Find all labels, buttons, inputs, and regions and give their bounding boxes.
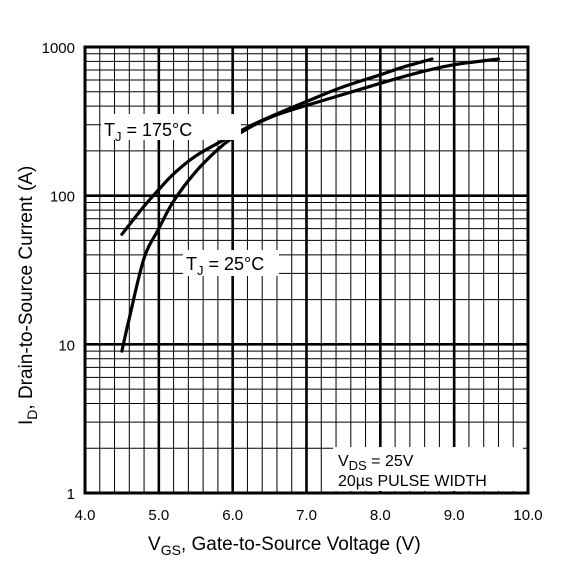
x-tick-label: 9.0 [444,507,465,524]
plot-frame [83,45,530,495]
series-label-175: TJ = 175°C [100,114,241,144]
y-tick-label: 1000 [42,40,75,57]
x-tick-label: 4.0 [75,507,96,524]
svg-text:TJ = 175°C: TJ = 175°C [104,120,192,144]
x-axis-label: VGS, Gate-to-Source Voltage (V) [148,534,421,558]
x-tick-label: 8.0 [370,507,391,524]
series-label-25: TJ = 25°C [183,250,279,278]
y-tick-label: 1 [67,486,75,503]
x-tick-label: 5.0 [148,507,169,524]
annotation-vds: VDS = 25V [338,453,414,473]
x-tick-label: 6.0 [222,507,243,524]
annotation-pulse: 20µs PULSE WIDTH [338,473,487,490]
grid [83,45,530,495]
series-lines [120,57,501,353]
test-conditions-annotation: VDS = 25V 20µs PULSE WIDTH [333,447,523,491]
svg-text:TJ = 25°C: TJ = 25°C [186,254,264,278]
tick-labels: 4.0 5.0 6.0 7.0 8.0 9.0 10.0 1 10 100 1000 [42,40,543,524]
y-axis-label: ID, Drain-to-Source Current (A) [16,166,40,425]
series-line-tj-25 [120,57,501,353]
x-tick-label: 7.0 [296,507,317,524]
x-tick-label: 10.0 [513,507,542,524]
y-tick-label: 10 [58,337,75,354]
y-tick-label: 100 [50,189,75,206]
